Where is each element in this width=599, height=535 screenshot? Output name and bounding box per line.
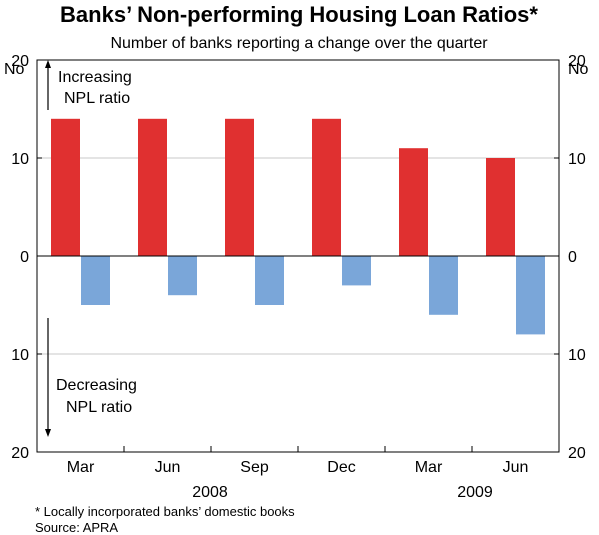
- up-arrowhead-icon: [45, 60, 51, 68]
- source-note: Source: APRA: [35, 520, 118, 535]
- y-tick-label-left: 20: [11, 53, 29, 70]
- y-tick-label-left: 10: [11, 347, 29, 364]
- x-tick-label: Jun: [155, 459, 181, 476]
- y-tick-label-right: 10: [568, 151, 586, 168]
- bar-increasing: [51, 118, 80, 256]
- y-tick-label-right: 20: [568, 445, 586, 462]
- bar-decreasing: [255, 256, 284, 305]
- year-label-2008: 2008: [192, 484, 228, 501]
- y-tick-label-left: 0: [20, 249, 29, 266]
- y-unit-right: No: [568, 61, 589, 78]
- y-tick-label-right: 10: [568, 347, 586, 364]
- down-arrowhead-icon: [45, 429, 51, 437]
- y-tick-label-right: 20: [568, 53, 586, 70]
- x-tick-labels: Mar Jun Sep Dec Mar Jun: [67, 446, 529, 476]
- x-tick-label: Jun: [503, 459, 529, 476]
- gridlines: [37, 157, 559, 355]
- bar-decreasing: [168, 256, 197, 296]
- bar-increasing: [225, 118, 254, 256]
- annotation-increasing-line1: Increasing: [58, 69, 132, 86]
- x-tick-label: Mar: [67, 459, 95, 476]
- chart-subtitle: Number of banks reporting a change over …: [110, 35, 488, 52]
- bar-increasing: [486, 158, 515, 256]
- bars-group: [51, 118, 545, 335]
- y-tick-labels: 20 20 10 10 0 0 10 10 20 20: [11, 53, 586, 462]
- y-tick-label-right: 0: [568, 249, 577, 266]
- annotation-decreasing-line2: NPL ratio: [66, 399, 132, 416]
- bar-increasing: [312, 118, 341, 256]
- x-tick-label: Dec: [327, 459, 355, 476]
- bar-decreasing: [342, 256, 371, 286]
- bar-decreasing: [516, 256, 545, 335]
- bar-decreasing: [429, 256, 458, 315]
- y-tick-label-left: 10: [11, 151, 29, 168]
- bar-decreasing: [81, 256, 110, 305]
- y-unit-left: No: [4, 61, 25, 78]
- bar-increasing: [399, 148, 428, 256]
- chart-title: Banks’ Non-performing Housing Loan Ratio…: [60, 2, 538, 27]
- x-tick-label: Sep: [240, 459, 269, 476]
- year-label-2009: 2009: [457, 484, 493, 501]
- bar-increasing: [138, 118, 167, 256]
- annotation-decreasing-line1: Decreasing: [56, 377, 137, 394]
- y-tick-label-left: 20: [11, 445, 29, 462]
- footnote: * Locally incorporated banks’ domestic b…: [35, 504, 295, 519]
- x-tick-label: Mar: [415, 459, 443, 476]
- annotation-increasing-line2: NPL ratio: [64, 90, 130, 107]
